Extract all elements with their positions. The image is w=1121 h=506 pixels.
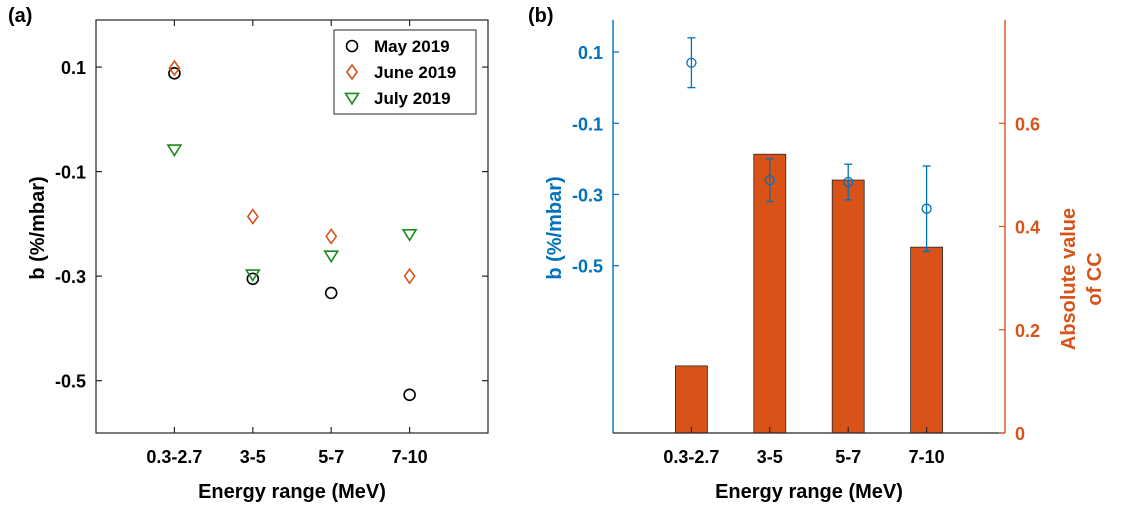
panel-b-label: (b) xyxy=(528,5,554,27)
cc-bar xyxy=(831,179,865,434)
y-tick-label: 0.1 xyxy=(61,58,86,78)
panel-b-error-points xyxy=(686,37,932,253)
panel-b-right-axis-label-line1: Absolute value xyxy=(1058,208,1080,350)
panel-a-x-ticks: 0.3-2.7 3-5 5-7 7-10 xyxy=(146,20,428,467)
cc-bar xyxy=(910,246,943,434)
cc-bar xyxy=(675,365,708,434)
left-tick-label: 0.1 xyxy=(578,43,603,63)
y-tick-label: -0.3 xyxy=(55,267,86,287)
panel-a-label: (a) xyxy=(8,5,32,27)
legend-marker-triangle xyxy=(344,92,360,106)
b-value-point xyxy=(764,175,775,186)
data-point-triangle xyxy=(401,228,418,242)
x-tick-label: 0.3-2.7 xyxy=(663,447,719,467)
x-tick-label: 0.3-2.7 xyxy=(146,447,202,467)
left-tick-label: -0.5 xyxy=(572,257,603,277)
x-tick-label: 3-5 xyxy=(757,447,783,467)
legend-label: June 2019 xyxy=(374,63,456,82)
left-tick-label: -0.1 xyxy=(572,114,603,134)
data-point-circle xyxy=(403,388,416,402)
b-value-point xyxy=(686,57,697,68)
data-point-triangle xyxy=(166,144,183,158)
right-tick-label: 0 xyxy=(1015,424,1025,444)
left-tick-label: -0.3 xyxy=(572,185,603,205)
legend-marker-diamond xyxy=(345,63,359,81)
panel-b-bars xyxy=(675,153,943,434)
y-tick-label: -0.5 xyxy=(55,372,86,392)
panel-a: (a) 0.1 -0.1 -0.3 -0.5 0.3-2.7 3-5 5-7 7-10 b … xyxy=(8,5,489,503)
x-tick-label: 3-5 xyxy=(240,447,266,467)
panel-b-x-ticks: 0.3-2.7 3-5 5-7 7-10 xyxy=(663,427,945,467)
legend-marker-circle xyxy=(345,39,359,53)
data-point-circle xyxy=(168,67,181,80)
data-point-circle xyxy=(246,272,260,286)
panel-a-legend: May 2019 June 2019 July 2019 xyxy=(333,29,477,115)
right-tick-label: 0.4 xyxy=(1015,218,1040,238)
panel-b-x-axis-label: Energy range (MeV) xyxy=(715,481,903,503)
panel-a-x-axis-label: Energy range (MeV) xyxy=(198,481,386,503)
legend-label: July 2019 xyxy=(374,89,451,108)
right-tick-label: 0.6 xyxy=(1015,114,1040,134)
panel-b-left-axis-label: b (%/mbar) xyxy=(544,176,566,279)
x-tick-label: 5-7 xyxy=(318,447,344,467)
panel-a-y-axis-label: b (%/mbar) xyxy=(27,176,49,279)
x-tick-label: 5-7 xyxy=(835,447,861,467)
b-value-point xyxy=(843,176,854,188)
data-point-triangle xyxy=(323,250,340,264)
data-point-diamond xyxy=(325,228,338,245)
y-tick-label: -0.1 xyxy=(55,163,86,183)
legend-label: May 2019 xyxy=(374,37,450,56)
right-tick-label: 0.2 xyxy=(1015,321,1040,341)
panel-b-left-ticks: 0.1 -0.1 -0.3 -0.5 xyxy=(572,43,619,277)
panel-b-right-ticks: 0 0.2 0.4 0.6 xyxy=(999,114,1040,444)
data-point-triangle xyxy=(244,269,261,282)
data-point-diamond xyxy=(168,59,181,77)
panel-b-right-axis-label-line2: of CC xyxy=(1084,252,1106,305)
panel-a-y-ticks: 0.1 -0.1 -0.3 -0.5 xyxy=(55,58,488,392)
data-point-diamond xyxy=(403,267,416,285)
x-tick-label: 7-10 xyxy=(392,447,428,467)
data-point-diamond xyxy=(246,208,259,225)
data-point-circle xyxy=(324,286,338,300)
panel-a-data-points xyxy=(166,59,418,402)
x-tick-label: 7-10 xyxy=(909,447,945,467)
b-value-point xyxy=(921,203,932,214)
panel-b: (b) 0.1 -0.1 -0.3 -0.5 0 0.2 0.4 0.6 0.3-2.7 3-… xyxy=(528,5,1106,503)
panel-a-axes-frame xyxy=(95,19,489,434)
